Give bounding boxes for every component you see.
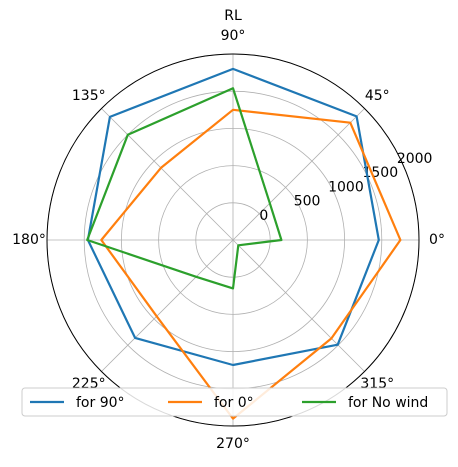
- grid-spoke: [232, 108, 365, 241]
- grid-spoke: [101, 108, 234, 241]
- legend-label: for 90°: [76, 395, 125, 411]
- angle-label: 90°: [221, 28, 246, 44]
- radial-label: 500: [294, 194, 321, 210]
- radial-label: 2000: [397, 151, 433, 167]
- radial-label: 1000: [328, 179, 364, 195]
- angle-label: 270°: [216, 436, 250, 452]
- angle-label: 45°: [365, 88, 390, 104]
- radial-label: 0: [259, 208, 268, 224]
- series-line: [86, 87, 283, 290]
- polar-frame: [46, 53, 420, 427]
- radial-label: 1500: [362, 165, 398, 181]
- legend-label: for 0°: [214, 395, 254, 411]
- angle-label: 135°: [72, 88, 106, 104]
- legend-label: for No wind: [348, 395, 428, 411]
- grid-spoke: [101, 239, 234, 372]
- chart-title: RL: [224, 8, 242, 24]
- angle-label: 180°: [12, 232, 46, 248]
- angle-label: 0°: [429, 232, 445, 248]
- grid-spoke: [232, 239, 365, 372]
- legend-box: [21, 387, 448, 417]
- series-line: [100, 108, 402, 420]
